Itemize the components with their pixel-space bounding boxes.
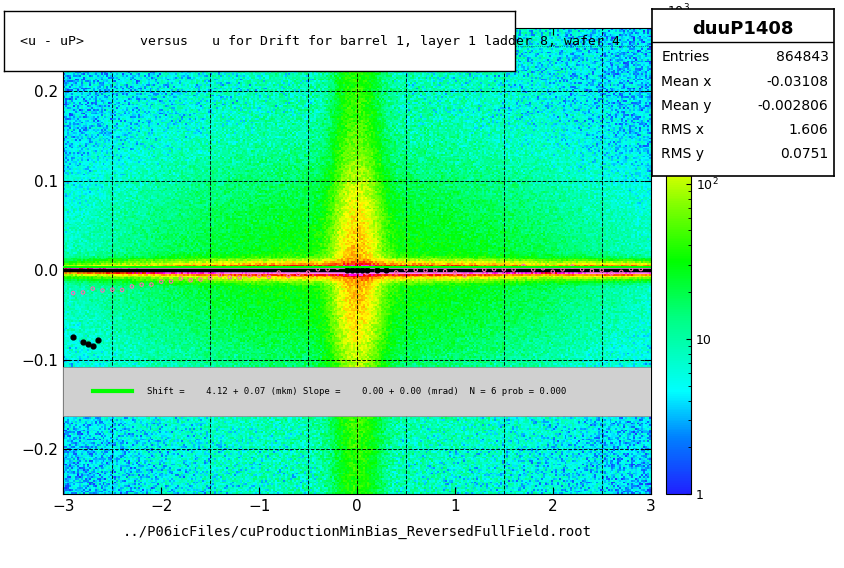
- Point: [81, 339, 95, 348]
- Point: [311, 265, 324, 274]
- Point: [633, 265, 647, 274]
- Point: [301, 268, 315, 277]
- Point: [408, 265, 422, 274]
- Text: RMS y: RMS y: [661, 147, 704, 161]
- Point: [555, 265, 569, 274]
- Point: [349, 266, 363, 275]
- Point: [496, 265, 510, 274]
- Point: [345, 266, 359, 275]
- Point: [438, 266, 452, 275]
- Text: -0.03108: -0.03108: [766, 74, 828, 89]
- Point: [379, 266, 392, 275]
- Point: [67, 289, 80, 298]
- Point: [526, 265, 539, 274]
- Point: [281, 272, 295, 281]
- Text: 0.0751: 0.0751: [779, 147, 828, 161]
- Point: [354, 266, 368, 275]
- Point: [360, 266, 373, 275]
- Point: [174, 274, 187, 283]
- Point: [360, 269, 373, 278]
- Point: [349, 266, 363, 275]
- Point: [477, 265, 490, 274]
- X-axis label: ../P06icFiles/cuProductionMinBias_ReversedFullField.root: ../P06icFiles/cuProductionMinBias_Revers…: [122, 525, 591, 539]
- Point: [154, 277, 168, 286]
- Point: [291, 270, 305, 279]
- Point: [106, 285, 119, 294]
- Point: [125, 282, 138, 291]
- Text: 1.606: 1.606: [788, 123, 828, 137]
- Point: [457, 271, 471, 280]
- Point: [340, 266, 354, 275]
- Point: [584, 266, 598, 275]
- Point: [398, 265, 412, 274]
- Point: [428, 266, 441, 275]
- Text: Entries: Entries: [661, 51, 709, 64]
- Point: [184, 275, 197, 285]
- Point: [164, 277, 177, 286]
- Point: [447, 268, 461, 277]
- Point: [95, 286, 109, 295]
- Text: -0.002806: -0.002806: [757, 99, 828, 112]
- Point: [76, 337, 89, 346]
- Point: [419, 266, 432, 275]
- Text: $10^3$: $10^3$: [666, 2, 690, 19]
- Point: [262, 272, 275, 281]
- Point: [272, 268, 285, 277]
- Point: [116, 286, 129, 295]
- Text: <u - uP>       versus   u for Drift for barrel 1, layer 1 ladder 8, wafer 4: <u - uP> versus u for Drift for barrel 1…: [19, 35, 619, 48]
- Point: [330, 263, 344, 272]
- Point: [135, 280, 149, 289]
- Text: Mean y: Mean y: [661, 99, 711, 112]
- Bar: [63, 366, 650, 416]
- Point: [193, 275, 207, 284]
- Point: [233, 273, 246, 282]
- Point: [604, 269, 618, 278]
- Point: [370, 266, 383, 275]
- Point: [516, 261, 529, 270]
- Point: [67, 333, 80, 342]
- Point: [223, 273, 236, 282]
- Point: [379, 265, 392, 274]
- Text: RMS x: RMS x: [661, 123, 704, 137]
- Point: [506, 265, 520, 274]
- Point: [76, 288, 89, 297]
- Point: [203, 274, 217, 283]
- Point: [594, 266, 608, 275]
- Point: [614, 268, 627, 277]
- Point: [91, 336, 105, 345]
- Point: [575, 265, 588, 274]
- Text: Mean x: Mean x: [661, 74, 711, 89]
- Point: [252, 271, 266, 280]
- Text: duuP1408: duuP1408: [691, 20, 793, 38]
- Point: [144, 280, 158, 289]
- Point: [86, 342, 100, 351]
- Point: [86, 284, 100, 293]
- Point: [487, 265, 500, 274]
- Point: [242, 271, 256, 280]
- Text: Shift =    4.12 + 0.07 (mkm) Slope =    0.00 + 0.00 (mrad)  N = 6 prob = 0.000: Shift = 4.12 + 0.07 (mkm) Slope = 0.00 +…: [146, 387, 565, 396]
- Point: [370, 266, 383, 275]
- Point: [545, 267, 559, 276]
- Point: [213, 270, 226, 279]
- Point: [565, 262, 578, 271]
- Point: [321, 265, 334, 274]
- Text: 864843: 864843: [775, 51, 828, 64]
- Point: [624, 265, 637, 274]
- Point: [467, 264, 480, 273]
- Point: [389, 268, 403, 277]
- Point: [536, 264, 549, 273]
- Point: [340, 265, 354, 274]
